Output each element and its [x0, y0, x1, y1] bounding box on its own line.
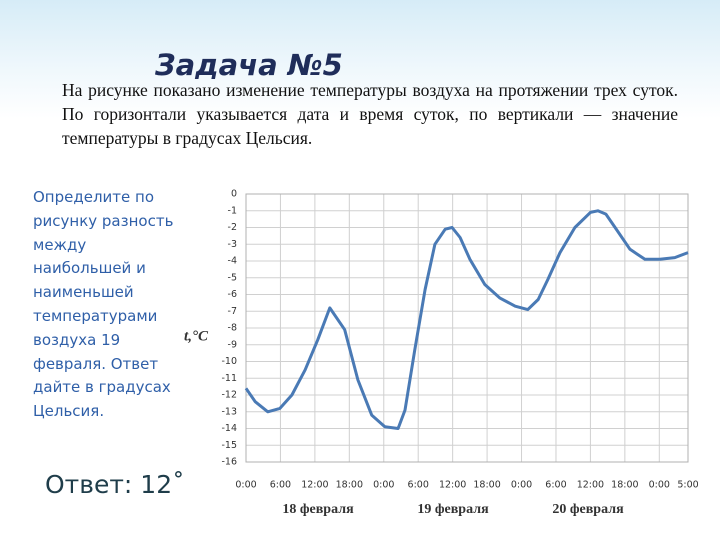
x-tick-label: 18:00	[473, 480, 500, 491]
x-tick-label: 12:00	[301, 480, 328, 491]
y-tick-label: -4	[228, 256, 237, 267]
y-tick-label: -15	[221, 440, 237, 451]
y-tick-label: -6	[228, 289, 237, 300]
x-tick-label: 5:00	[677, 480, 698, 491]
y-tick-label: -8	[228, 323, 237, 334]
date-label: 19 февраля	[417, 502, 489, 517]
x-tick-label: 18:00	[611, 480, 638, 491]
plot-area: 0 -1 -2 -3 -4 -5 -6 -7 -8 -9 -10 -11 -12 -13 -14 -15 -16…	[184, 189, 699, 518]
y-tick-label: 0	[231, 189, 237, 200]
x-tick-label: 12:00	[439, 480, 466, 491]
question-text: Определите по рисунку разность между наи…	[33, 188, 174, 421]
problem-text: На рисунке показано изменение температур…	[40, 78, 678, 150]
slide-title: Задача №5	[155, 48, 343, 82]
chart-background	[192, 178, 704, 528]
x-tick-label: 0:00	[235, 480, 256, 491]
x-tick-label: 6:00	[270, 480, 291, 491]
y-axis-label: t,°C	[184, 328, 209, 344]
temperature-line	[244, 209, 689, 430]
answer-text: Ответ: 12˚	[45, 470, 185, 499]
x-tick-label: 6:00	[545, 480, 566, 491]
date-label: 18 февраля	[282, 502, 354, 517]
y-tick-label: -16	[221, 457, 237, 468]
y-tick-label: -12	[221, 390, 237, 401]
y-tick-label: -1	[228, 205, 237, 216]
y-tick-label: -9	[228, 339, 237, 350]
y-tick-label: -5	[228, 272, 237, 283]
y-tick-label: -3	[228, 239, 237, 250]
y-tick-label: -11	[221, 373, 237, 384]
plot-border	[245, 193, 689, 463]
x-tick-label: 0:00	[649, 480, 670, 491]
x-tick-label: 6:00	[408, 480, 429, 491]
x-tick-label: 18:00	[336, 480, 363, 491]
y-tick-label: -14	[221, 423, 237, 434]
problem-paragraph: На рисунке показано изменение температур…	[62, 80, 678, 148]
y-tick-label: -10	[221, 356, 237, 367]
date-label: 20 февраля	[552, 502, 624, 517]
x-tick-label: 0:00	[511, 480, 532, 491]
y-tick-label: -2	[228, 222, 237, 233]
x-tick-label: 12:00	[577, 480, 604, 491]
y-tick-label: -13	[221, 406, 237, 417]
y-tick-label: -7	[228, 306, 237, 317]
x-tick-label: 0:00	[373, 480, 394, 491]
